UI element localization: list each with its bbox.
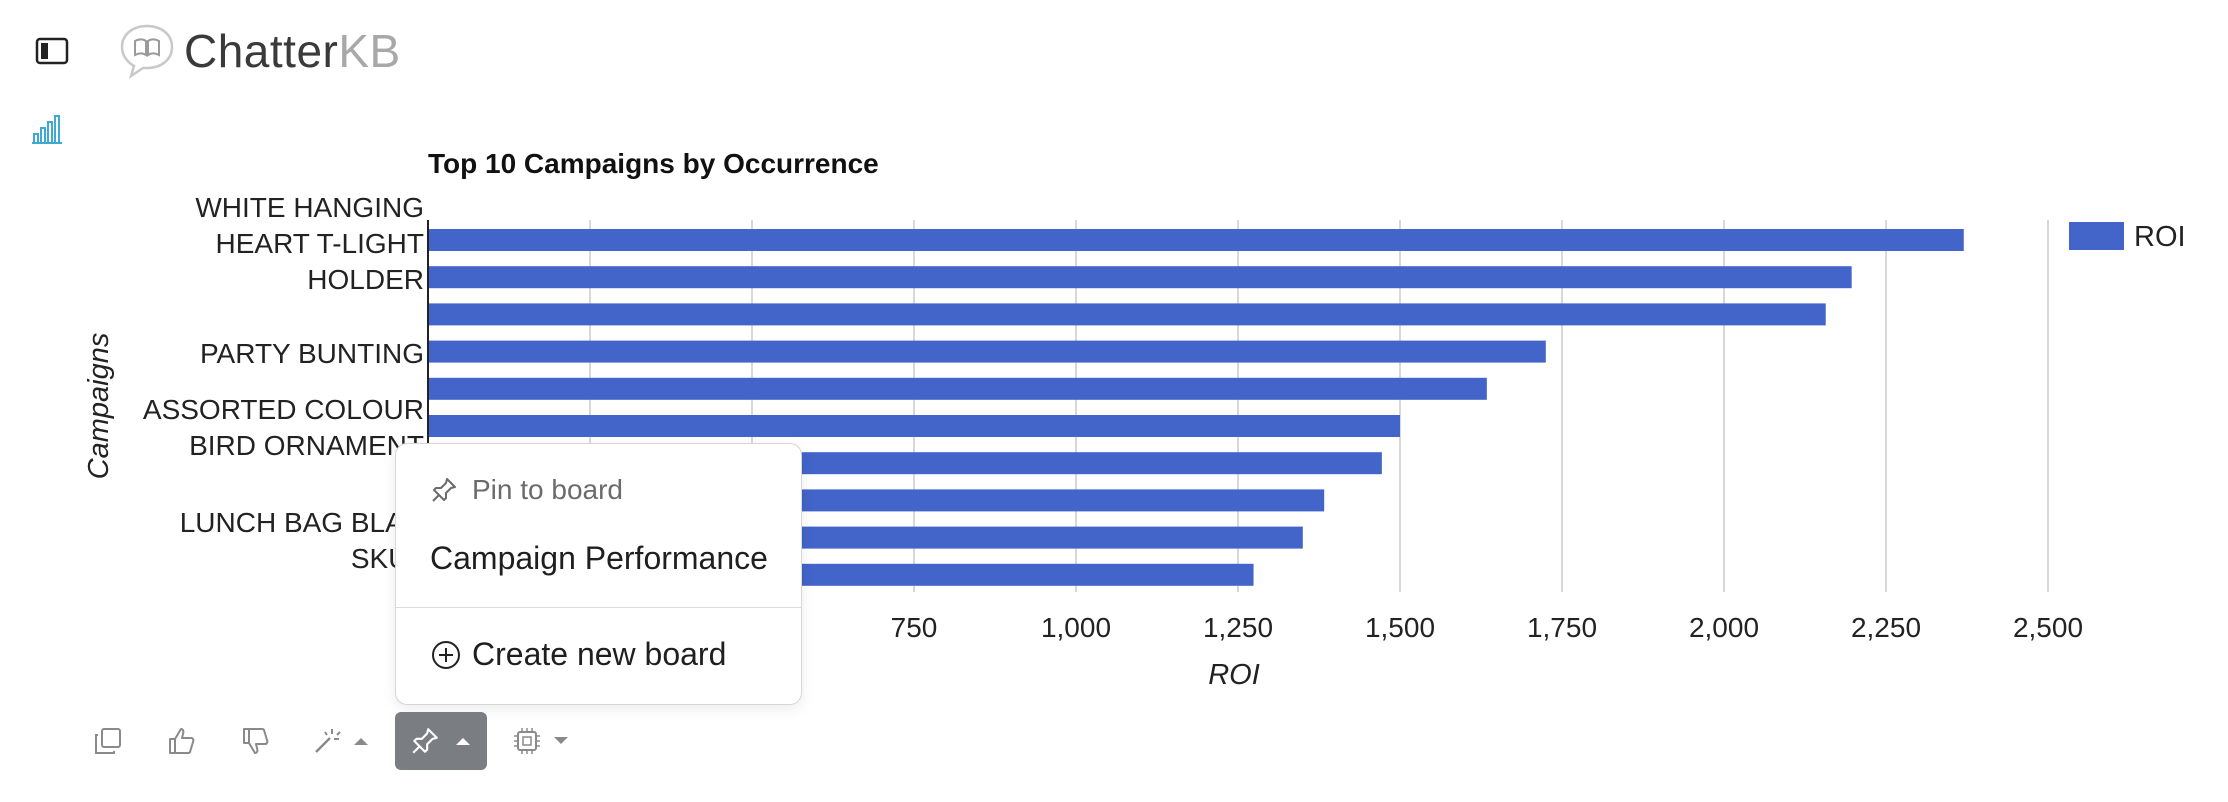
message-toolbar <box>0 712 700 770</box>
chevron-down-icon <box>554 737 568 744</box>
y-tick-label: PARTY BUNTING <box>200 338 424 369</box>
bar-chart-icon <box>32 115 62 144</box>
create-new-board-button[interactable]: Create new board <box>430 636 726 673</box>
pin-button[interactable] <box>395 712 487 770</box>
legend-swatch <box>2069 222 2124 250</box>
sidebar-toggle-icon <box>35 37 69 65</box>
plus-circle-icon <box>432 640 460 669</box>
chart-title: Top 10 Campaigns by Occurrence <box>428 148 879 179</box>
y-axis-label: Campaigns <box>83 333 115 480</box>
magic-wand-icon <box>315 729 341 753</box>
bar <box>429 415 1400 437</box>
bar <box>429 229 1964 251</box>
pin-menu-header-label: Pin to board <box>472 474 623 505</box>
y-tick-label: WHITE HANGING <box>195 192 424 223</box>
copy-icon <box>95 728 121 754</box>
bar <box>429 303 1826 326</box>
x-axis-ticks: 750 1,000 1,250 1,500 1,750 2,000 2,250 2,500 <box>891 612 2083 643</box>
board-option-campaign-performance[interactable]: Campaign Performance <box>430 540 768 576</box>
x-tick-label: 1,000 <box>1041 612 1111 643</box>
y-tick-label: LUNCH BAG BLAC <box>180 507 424 538</box>
y-tick-label: BIRD ORNAMENT <box>189 430 424 461</box>
copy-button[interactable] <box>92 712 128 770</box>
thumbs-down-icon <box>243 728 269 754</box>
y-axis-labels: WHITE HANGING HEART T-LIGHT HOLDER PARTY BU… <box>143 192 424 574</box>
magic-button[interactable] <box>312 712 374 770</box>
x-tick-label: 1,750 <box>1527 612 1597 643</box>
x-tick-label: 1,500 <box>1365 612 1435 643</box>
brand-name: ChatterKB <box>184 25 401 77</box>
thumbs-up-button[interactable] <box>166 712 202 770</box>
chip-icon <box>514 728 540 754</box>
y-tick-label: ASSORTED COLOUR <box>143 394 424 425</box>
legend-label: ROI <box>2134 221 2186 253</box>
bar <box>429 266 1852 289</box>
x-tick-label: 1,250 <box>1203 612 1273 643</box>
chevron-up-icon <box>354 738 368 745</box>
pin-menu-divider <box>396 607 801 608</box>
chevron-up-icon <box>456 738 470 745</box>
pin-icon <box>412 728 438 754</box>
x-tick-label: 2,000 <box>1689 612 1759 643</box>
x-tick-label: 750 <box>891 612 938 643</box>
create-new-board-label: Create new board <box>472 636 727 672</box>
x-tick-label: 2,500 <box>2013 612 2083 643</box>
chat-book-icon <box>120 24 174 79</box>
pin-menu-header: Pin to board <box>430 474 623 506</box>
bar <box>429 340 1546 363</box>
model-selector-button[interactable] <box>512 712 576 770</box>
y-tick-label: HOLDER <box>307 264 424 295</box>
pin-icon <box>432 478 456 502</box>
x-tick-label: 2,250 <box>1851 612 1921 643</box>
thumbs-down-button[interactable] <box>240 712 276 770</box>
thumbs-up-icon <box>169 728 195 754</box>
app-logo: ChatterKB <box>118 22 401 80</box>
chart-type-button[interactable] <box>30 112 64 146</box>
bar <box>429 377 1487 400</box>
y-tick-label: HEART T-LIGHT <box>216 228 425 259</box>
pin-to-board-menu: Pin to board Campaign Performance Create… <box>395 443 802 705</box>
sidebar-toggle-button[interactable] <box>34 36 70 66</box>
x-axis-label: ROI <box>1208 659 1260 691</box>
